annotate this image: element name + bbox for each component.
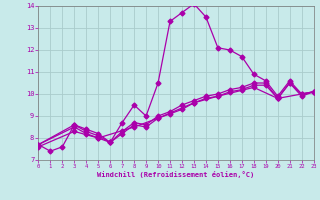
X-axis label: Windchill (Refroidissement éolien,°C): Windchill (Refroidissement éolien,°C) [97,171,255,178]
